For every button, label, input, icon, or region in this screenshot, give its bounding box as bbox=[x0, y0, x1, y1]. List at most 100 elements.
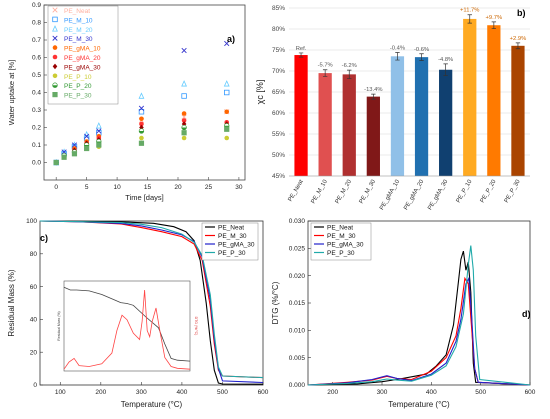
y-tick-label: 0.030 bbox=[289, 218, 306, 225]
data-point bbox=[224, 135, 230, 141]
data-point bbox=[224, 40, 230, 47]
legend-label: PE_M_10 bbox=[64, 17, 93, 24]
legend-label: PE_Neat bbox=[327, 225, 353, 232]
y-tick-label: 0.5 bbox=[32, 72, 41, 79]
bar bbox=[511, 45, 525, 176]
y-tick-label: 50% bbox=[272, 152, 285, 159]
y-tick-label: 0.6 bbox=[32, 55, 41, 62]
y-tick-label: 0.3 bbox=[32, 107, 41, 114]
series-PE_M_20 bbox=[53, 80, 230, 166]
data-point bbox=[84, 133, 90, 139]
data-point bbox=[138, 105, 145, 111]
data-point bbox=[139, 121, 144, 127]
bar-annotation: -0.4% bbox=[390, 46, 405, 52]
y-tick-label: 85% bbox=[272, 5, 285, 12]
bar-annotation: +9.7% bbox=[486, 15, 503, 21]
data-point bbox=[139, 135, 144, 141]
y-axis-label: Water uptake at [%] bbox=[7, 60, 16, 126]
legend-label: PE_M_30 bbox=[218, 233, 247, 240]
data-point bbox=[224, 89, 230, 96]
x-tick-label: 600 bbox=[258, 389, 269, 396]
data-point bbox=[181, 130, 187, 136]
bar bbox=[390, 56, 405, 176]
y-tick-label: 70% bbox=[272, 68, 285, 75]
y-tick-label: 0.000 bbox=[289, 382, 306, 389]
data-point bbox=[181, 93, 187, 99]
y-tick-label: 55% bbox=[272, 131, 285, 138]
panel-d-label: d) bbox=[522, 309, 531, 319]
x-tick-label: 10 bbox=[113, 184, 121, 191]
legend-label: PE_P_30 bbox=[218, 250, 246, 257]
y-tick-label: 45% bbox=[272, 173, 285, 180]
bar bbox=[342, 74, 356, 176]
data-point bbox=[96, 142, 102, 148]
data-point-fill bbox=[139, 131, 144, 134]
y-axis-label: χc [%] bbox=[255, 80, 265, 105]
data-point bbox=[84, 145, 90, 152]
data-point bbox=[181, 135, 187, 141]
bar-annotation: -5.7% bbox=[318, 63, 333, 69]
legend-box bbox=[310, 222, 372, 261]
bar-annotation: Ref. bbox=[296, 46, 307, 52]
bar bbox=[487, 25, 501, 176]
y-tick-label: 75% bbox=[272, 47, 285, 54]
error-bar bbox=[467, 14, 472, 24]
legend-label: PE_P_20 bbox=[64, 83, 92, 90]
legend-box bbox=[201, 222, 259, 261]
legend-label: PE_Neat bbox=[64, 8, 90, 15]
y-tick-label: 0.1 bbox=[32, 142, 41, 149]
y-tick-label: 60 bbox=[30, 284, 38, 291]
inset-y-label-right: DTG (%/°C) bbox=[194, 317, 198, 336]
inset-chart: Residual Mass (%) DTG (%/°C) bbox=[57, 280, 198, 372]
inset-mass-line bbox=[63, 286, 191, 362]
data-point bbox=[52, 92, 58, 98]
error-bar bbox=[443, 63, 448, 76]
y-tick-label: 0.025 bbox=[289, 246, 306, 253]
error-bar bbox=[371, 93, 376, 100]
bar-annotation: +11.7% bbox=[460, 8, 479, 14]
x-tick-label: 600 bbox=[525, 389, 536, 396]
legend-label: PE_P_10 bbox=[64, 74, 92, 81]
x-tick-label: 400 bbox=[426, 389, 437, 396]
x-axis-label: Temperature (°C) bbox=[121, 400, 183, 409]
inset-dtg-line bbox=[63, 289, 191, 370]
bar-annotation: -6.2% bbox=[342, 63, 357, 69]
x-tick-label: 5 bbox=[85, 184, 89, 191]
data-point bbox=[52, 25, 58, 32]
data-point bbox=[181, 47, 187, 54]
bar-annotation: -4.8% bbox=[438, 57, 453, 63]
bar bbox=[366, 96, 380, 176]
error-bar bbox=[322, 69, 328, 77]
series-line-PE_P_30 bbox=[307, 245, 531, 386]
series-line-PE_P_30 bbox=[39, 220, 264, 379]
x-tick-label: 15 bbox=[144, 184, 152, 191]
data-point bbox=[71, 142, 78, 148]
y-tick-label: 65% bbox=[272, 89, 285, 96]
y-tick-label: 0.020 bbox=[289, 273, 306, 280]
x-tick-label: 30 bbox=[235, 184, 243, 191]
data-point bbox=[138, 109, 145, 115]
bar bbox=[463, 18, 477, 177]
data-point bbox=[61, 154, 67, 160]
error-bar bbox=[491, 21, 497, 29]
y-tick-label: 0.4 bbox=[32, 90, 41, 97]
data-point bbox=[138, 92, 145, 99]
x-axis-label: Temperature (°C) bbox=[388, 400, 450, 409]
legend-box bbox=[47, 5, 119, 105]
data-point bbox=[224, 126, 230, 132]
y-tick-label: 100 bbox=[26, 218, 37, 225]
legend-label: PE_P_30 bbox=[327, 250, 355, 257]
data-point bbox=[138, 140, 145, 146]
data-point bbox=[181, 111, 187, 116]
y-tick-label: 0 bbox=[33, 382, 37, 389]
data-point-fill bbox=[181, 127, 187, 130]
legend: PE_Neat PE_M_10 PE_M_20 PE_M_30 PE_gMA_10 PE_… bbox=[47, 5, 119, 105]
y-tick-label: 0.8 bbox=[32, 20, 41, 27]
error-bar bbox=[515, 42, 521, 50]
data-point bbox=[52, 16, 58, 23]
error-bar bbox=[298, 52, 304, 58]
y-tick-label: 0.005 bbox=[289, 355, 306, 362]
legend-label: PE_Neat bbox=[218, 225, 244, 232]
x-tick-label: 20 bbox=[174, 184, 182, 191]
